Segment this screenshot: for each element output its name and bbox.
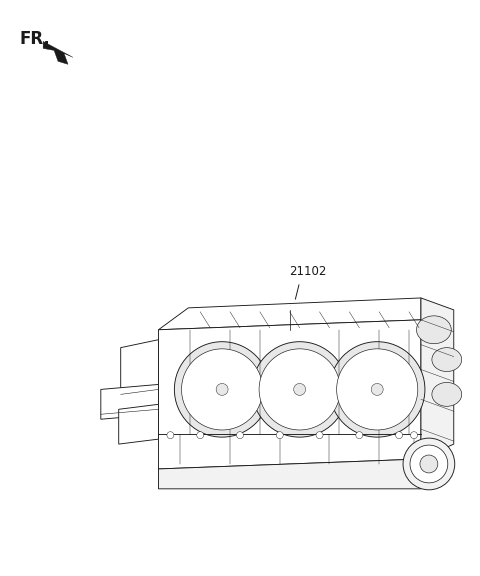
Ellipse shape <box>237 431 243 438</box>
Ellipse shape <box>410 431 418 438</box>
Ellipse shape <box>259 349 340 430</box>
Ellipse shape <box>216 384 228 395</box>
Ellipse shape <box>432 348 462 372</box>
Ellipse shape <box>432 382 462 406</box>
Polygon shape <box>158 320 421 469</box>
Ellipse shape <box>356 431 363 438</box>
Ellipse shape <box>420 455 438 473</box>
Ellipse shape <box>410 445 448 483</box>
Polygon shape <box>119 404 158 444</box>
Ellipse shape <box>336 349 418 430</box>
Polygon shape <box>158 459 421 489</box>
Text: FR.: FR. <box>19 29 50 47</box>
Ellipse shape <box>403 438 455 490</box>
Polygon shape <box>101 384 158 419</box>
Polygon shape <box>43 41 73 65</box>
Ellipse shape <box>252 342 348 437</box>
Ellipse shape <box>316 431 323 438</box>
Ellipse shape <box>276 431 283 438</box>
Ellipse shape <box>371 384 383 395</box>
Ellipse shape <box>197 431 204 438</box>
Polygon shape <box>120 340 158 399</box>
Text: 21102: 21102 <box>289 265 326 278</box>
Ellipse shape <box>417 316 451 344</box>
Ellipse shape <box>294 384 306 395</box>
Ellipse shape <box>174 342 270 437</box>
Polygon shape <box>158 298 421 329</box>
Ellipse shape <box>329 342 425 437</box>
Ellipse shape <box>181 349 263 430</box>
Polygon shape <box>421 298 454 459</box>
Ellipse shape <box>396 431 403 438</box>
Ellipse shape <box>167 431 174 438</box>
